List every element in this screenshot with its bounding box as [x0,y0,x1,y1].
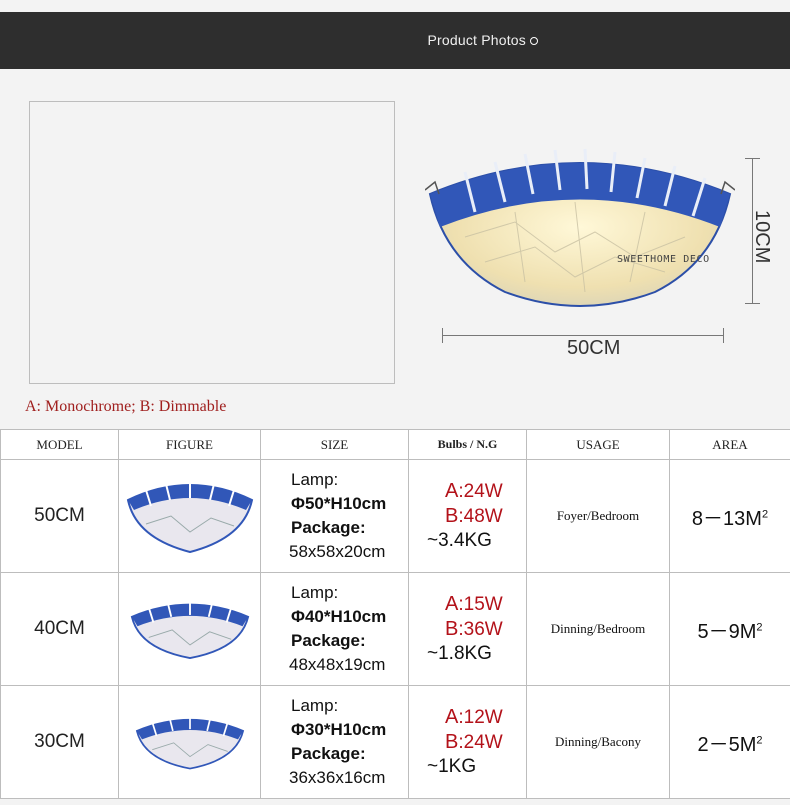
brand-watermark: SWEETHOME DECO [617,254,710,265]
area-cell: 5－9M2 [669,572,790,686]
net-weight: ~1.8KG [427,643,492,664]
circle-bullet-icon [530,37,538,46]
bulbs-cell: A:15W B:36W ~1.8KG [408,572,527,686]
height-dimension-line [745,158,760,304]
area-cell: 2－5M2 [669,685,790,799]
header-model: MODEL [0,429,119,460]
table-row: 50CM Lamp: Φ50*H10cm Package: 58x58x20cm… [0,459,790,573]
header-bar [0,12,790,69]
package-size: 58x58x20cm [289,542,386,561]
model-cell: 50CM [0,459,119,573]
bulb-a: A:24W [445,480,503,502]
mode-note: A: Monochrome; B: Dimmable [25,398,227,415]
table-row: 40CM Lamp: Φ40*H10cm Package: 48x48x19cm… [0,572,790,686]
bulbs-cell: A:12W B:24W ~1KG [408,685,527,799]
bulb-a: A:12W [445,706,503,728]
width-dimension-label: 50CM [567,337,621,359]
package-size: 48x48x19cm [289,655,386,674]
lamp-size: Φ40*H10cm [291,607,387,626]
height-dimension-label: 10CM [751,210,773,264]
net-weight: ~1KG [427,756,477,777]
lamp-size: Φ50*H10cm [291,494,387,513]
lamp-thumbnail [130,599,249,660]
size-cell: Lamp: Φ30*H10cm Package: 36x36x16cm [260,685,409,799]
spec-table: MODEL FIGURE SIZE Bulbs / N.G USAGE AREA… [0,429,790,799]
usage-cell: Dinning/Bacony [526,685,670,799]
package-label: Package: [291,518,366,537]
lamp-label: Lamp: [291,470,339,489]
lamp-label: Lamp: [291,696,339,715]
table-header-row: MODEL FIGURE SIZE Bulbs / N.G USAGE AREA [0,429,790,460]
width-dimension-line [442,328,724,343]
photo-placeholder [29,101,395,384]
header-area: AREA [669,429,790,460]
table-row: 30CM Lamp: Φ30*H10cm Package: 36x36x16cm… [0,685,790,799]
lamp-thumbnail [126,482,253,554]
figure-cell [118,459,261,573]
header-title: Product Photos [427,32,538,48]
bulbs-cell: A:24W B:48W ~3.4KG [408,459,527,573]
figure-cell [118,572,261,686]
lamp-label: Lamp: [291,583,339,602]
package-label: Package: [291,631,366,650]
lamp-size: Φ30*H10cm [291,720,387,739]
net-weight: ~3.4KG [427,530,492,551]
size-cell: Lamp: Φ40*H10cm Package: 48x48x19cm [260,572,409,686]
bulb-b: B:36W [445,618,503,640]
figure-cell [118,685,261,799]
model-cell: 30CM [0,685,119,799]
package-size: 36x36x16cm [289,768,386,787]
usage-cell: Dinning/Bedroom [526,572,670,686]
area-cell: 8－13M2 [669,459,790,573]
bulb-b: B:48W [445,505,503,527]
header-bulbs: Bulbs / N.G [408,429,527,460]
lamp-thumbnail [135,715,244,770]
header-usage: USAGE [526,429,670,460]
lamp-main-image [425,148,735,307]
bulb-a: A:15W [445,593,503,615]
header-figure: FIGURE [118,429,261,460]
bulb-b: B:24W [445,731,503,753]
header-size: SIZE [260,429,409,460]
usage-cell: Foyer/Bedroom [526,459,670,573]
model-cell: 40CM [0,572,119,686]
package-label: Package: [291,744,366,763]
size-cell: Lamp: Φ50*H10cm Package: 58x58x20cm [260,459,409,573]
